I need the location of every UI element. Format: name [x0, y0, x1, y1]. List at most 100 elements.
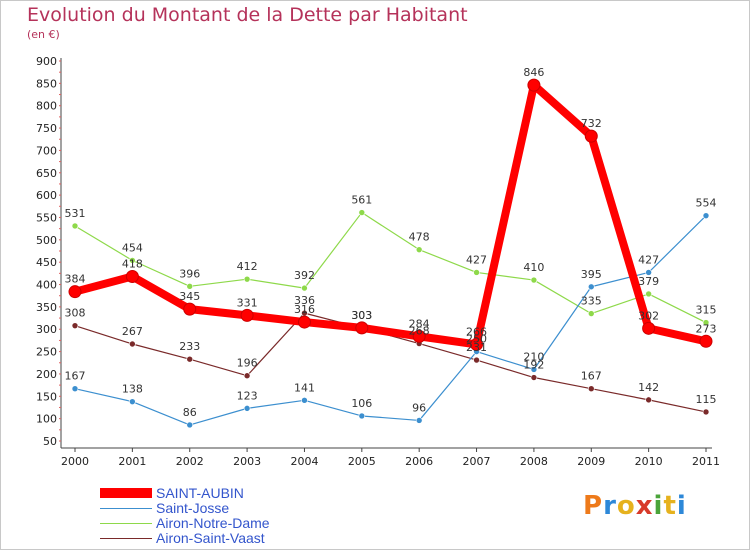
data-point-saint-aubin [642, 321, 656, 335]
data-label-saint-josse: 86 [183, 406, 197, 419]
data-label-saint-aubin: 303 [351, 309, 372, 322]
data-point-saint-josse [71, 385, 79, 392]
y-tick-label: 400 [36, 279, 57, 292]
data-label-airon-saint-vaast: 142 [638, 381, 659, 394]
data-point-saint-josse [645, 269, 652, 276]
data-label-saint-josse: 123 [237, 389, 258, 402]
data-point-airon-saint-vaast [645, 396, 652, 404]
proxiti-logo: Proxiti [583, 491, 687, 521]
y-tick-label: 300 [36, 323, 57, 336]
data-label-saint-aubin: 266 [466, 325, 487, 338]
data-point-saint-aubin [240, 308, 254, 322]
data-point-saint-aubin [527, 78, 541, 92]
logo-letter: i [653, 491, 664, 521]
legend-swatch-saint-aubin [100, 488, 152, 498]
data-label-airon-saint-vaast: 267 [122, 325, 143, 338]
data-label-saint-aubin: 418 [122, 257, 143, 270]
y-tick-label: 800 [36, 100, 57, 113]
data-label-saint-aubin: 732 [581, 117, 602, 130]
data-label-saint-josse: 554 [696, 197, 717, 210]
legend-swatch-saint-josse [100, 508, 152, 509]
data-point-saint-aubin [470, 337, 484, 351]
data-label-airon-notre-dame: 392 [294, 269, 315, 282]
y-tick-label: 600 [36, 189, 57, 202]
data-point-airon-notre-dame [530, 276, 538, 284]
data-label-saint-josse: 106 [351, 397, 372, 410]
logo-letter: r [603, 491, 617, 521]
data-point-airon-saint-vaast [473, 356, 480, 364]
data-label-saint-josse: 141 [294, 381, 315, 394]
data-point-saint-josse [129, 398, 136, 405]
x-tick-label: 2010 [635, 455, 663, 468]
data-label-saint-aubin: 846 [523, 66, 544, 79]
y-tick-label: 650 [36, 167, 57, 180]
data-point-saint-aubin [355, 321, 369, 335]
data-label-saint-aubin: 316 [294, 303, 315, 316]
x-tick-label: 2000 [61, 455, 89, 468]
data-label-airon-notre-dame: 335 [581, 295, 602, 308]
x-tick-label: 2003 [233, 455, 261, 468]
x-tick-label: 2002 [176, 455, 204, 468]
chart-title: Evolution du Montant de la Dette par Hab… [27, 4, 468, 26]
y-tick-label: 500 [36, 234, 57, 247]
data-point-saint-aubin [584, 129, 598, 143]
data-point-airon-saint-vaast [129, 340, 136, 348]
legend-label-saint-josse: Saint-Josse [156, 500, 230, 516]
data-point-airon-saint-vaast [186, 355, 194, 363]
y-tick-label: 150 [36, 390, 57, 403]
series-line-saint-aubin [71, 81, 710, 349]
x-tick-label: 2008 [520, 455, 548, 468]
data-point-airon-notre-dame [358, 209, 366, 216]
data-label-saint-josse: 96 [412, 401, 426, 414]
x-tick-label: 2007 [463, 455, 491, 468]
data-point-airon-saint-vaast [702, 408, 710, 416]
logo-letter: i [676, 491, 687, 521]
data-point-saint-aubin [68, 285, 82, 299]
x-tick-label: 2001 [118, 455, 146, 468]
data-label-airon-saint-vaast: 308 [65, 307, 86, 320]
data-point-airon-notre-dame [473, 269, 480, 276]
legend-label-airon-notre-dame: Airon-Notre-Dame [156, 515, 270, 531]
data-label-airon-notre-dame: 478 [409, 231, 430, 244]
data-label-airon-saint-vaast: 231 [466, 341, 487, 354]
data-point-saint-josse [358, 412, 366, 420]
data-label-saint-josse: 250 [466, 333, 487, 346]
logo-letter: x [635, 491, 654, 521]
data-label-airon-saint-vaast: 268 [409, 325, 430, 338]
data-point-airon-notre-dame [645, 290, 652, 298]
data-label-saint-aubin: 384 [65, 273, 86, 286]
data-point-airon-notre-dame [186, 283, 194, 290]
data-label-airon-notre-dame: 561 [351, 194, 372, 207]
data-point-saint-aubin [297, 315, 311, 329]
data-point-saint-josse [243, 405, 251, 412]
data-point-saint-josse [186, 421, 194, 429]
data-point-saint-aubin [125, 269, 139, 283]
y-tick-label: 900 [36, 55, 57, 68]
x-tick-label: 2006 [405, 455, 433, 468]
legend-label-saint-aubin: SAINT-AUBIN [156, 485, 244, 501]
y-tick-label: 850 [36, 77, 57, 90]
data-point-saint-aubin [699, 334, 713, 348]
data-point-airon-notre-dame [243, 275, 251, 283]
data-point-saint-josse [587, 283, 595, 291]
logo-letter: o [616, 491, 636, 521]
data-label-saint-aubin: 284 [409, 317, 430, 330]
legend-label-airon-saint-vaast: Airon-Saint-Vaast [156, 530, 265, 546]
data-label-airon-saint-vaast: 192 [523, 359, 544, 372]
data-point-airon-notre-dame [71, 222, 79, 230]
data-label-airon-saint-vaast: 196 [237, 357, 258, 370]
y-tick-label: 100 [36, 413, 57, 426]
y-tick-label: 550 [36, 211, 57, 224]
data-label-airon-notre-dame: 454 [122, 241, 143, 254]
x-tick-label: 2004 [290, 455, 318, 468]
data-label-saint-aubin: 345 [179, 290, 200, 303]
legend-swatch-airon-saint-vaast [100, 538, 152, 539]
data-point-airon-notre-dame [301, 284, 308, 292]
y-tick-label: 450 [36, 256, 57, 269]
data-label-saint-josse: 427 [638, 253, 659, 266]
data-point-saint-aubin [412, 329, 426, 343]
data-label-airon-notre-dame: 315 [696, 304, 717, 317]
y-tick-label: 250 [36, 346, 57, 359]
legend-swatch-airon-notre-dame [100, 523, 152, 524]
